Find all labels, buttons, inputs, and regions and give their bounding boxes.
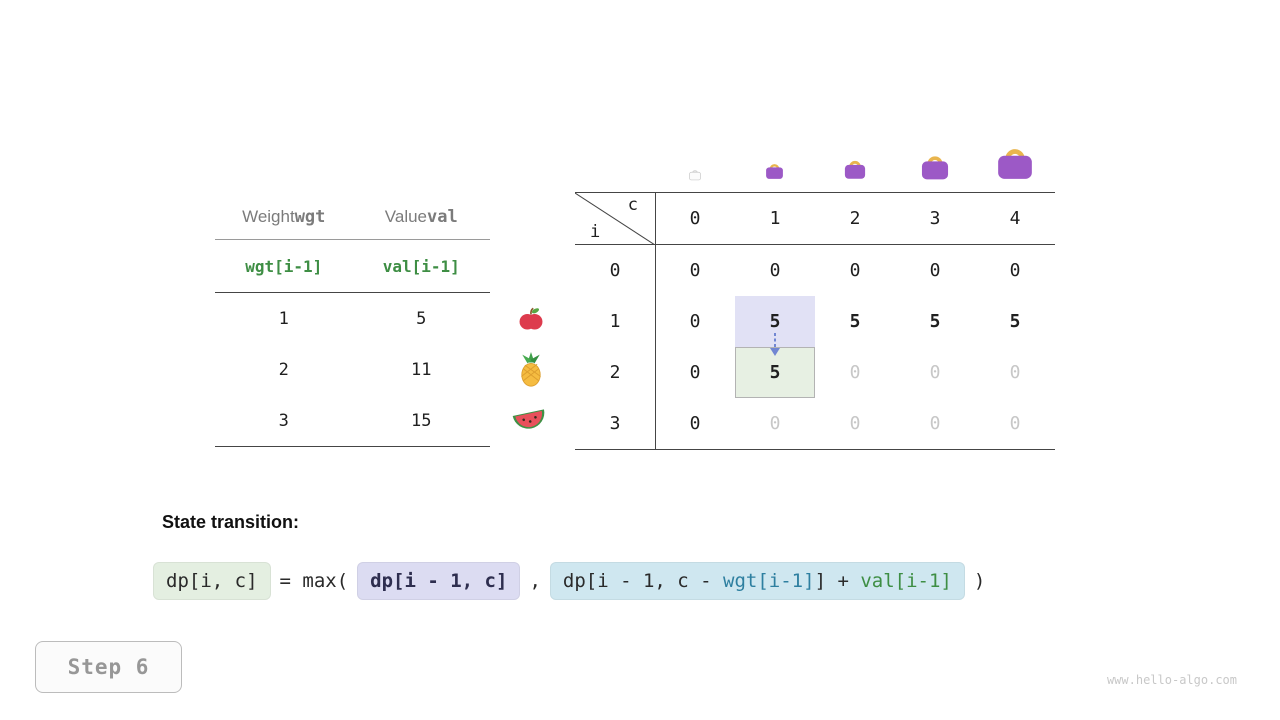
value-label: Value [384, 207, 427, 226]
val-index-expression: val[i-1] [382, 256, 460, 276]
formula-include-mid: ] + [814, 570, 861, 592]
dp-cell: 0 [689, 260, 701, 281]
dp-cell: 0 [769, 413, 781, 434]
column-axis-label: c [627, 195, 638, 215]
item-3-value: 15 [411, 410, 432, 431]
value-column-header: Value val [353, 195, 491, 239]
bag-icon-1 [764, 160, 785, 180]
corner-diagonal-line [575, 193, 655, 245]
state-transition-heading: State transition: [162, 512, 300, 532]
dp-cell: 5 [1009, 311, 1021, 332]
dp-table-divider-line [655, 193, 656, 449]
dp-cell: 0 [849, 413, 861, 434]
dp-cell: 0 [689, 362, 701, 383]
dp-cell: 0 [1009, 413, 1021, 434]
dp-cell: 0 [1009, 362, 1021, 383]
watermark: www.hello-algo.com [1106, 673, 1237, 687]
weight-label: Weight [242, 207, 295, 226]
dp-cell: 0 [769, 260, 781, 281]
state-transition-formula: dp[i, c] = max( dp[i - 1, c] , dp[i - 1,… [153, 560, 994, 602]
item-row-3: 3 15 [215, 395, 490, 446]
items-table: Weight wgt Value val wgt[i-1] val[i-1] 1… [215, 195, 490, 447]
item-row-2: 2 11 [215, 344, 490, 395]
formula-equals-max: = max( [279, 570, 349, 592]
step-indicator: Step 6 [35, 641, 182, 693]
val-code-label: val [427, 207, 458, 227]
dp-cell: 0 [1009, 260, 1021, 281]
dp-row-header-0: 0 [609, 260, 621, 281]
pineapple-icon [517, 352, 545, 387]
apple-icon [518, 305, 544, 332]
item-2-weight: 2 [278, 359, 289, 380]
dp-cell: 0 [929, 413, 941, 434]
row-axis-label: i [590, 222, 601, 242]
formula-exclude-item-term: dp[i - 1, c] [357, 562, 521, 600]
item-1-value: 5 [416, 308, 427, 329]
dp-col-header-1: 1 [735, 193, 815, 245]
formula-wgt-term: wgt[i-1] [723, 570, 815, 592]
dp-row-header-3: 3 [609, 413, 621, 434]
dp-row-header-1: 1 [609, 311, 621, 332]
dp-row-header-2: 2 [609, 362, 621, 383]
dp-cell: 0 [849, 260, 861, 281]
items-table-index-row: wgt[i-1] val[i-1] [215, 240, 490, 293]
dp-cell: 0 [929, 260, 941, 281]
dp-table: c i 0 1 2 3 4 0 0 0 0 0 0 1 0 5 5 5 5 2 … [575, 192, 1055, 450]
formula-comma: , [529, 570, 541, 592]
wgt-index-expression: wgt[i-1] [245, 256, 323, 276]
empty-bag-icon [688, 167, 702, 181]
dp-col-header-0: 0 [655, 193, 735, 245]
item-row-1: 1 5 [215, 293, 490, 344]
wgt-code-label: wgt [294, 207, 326, 227]
formula-include-item-term: dp[i - 1, c - wgt[i-1]] + val[i-1] [549, 562, 965, 600]
dp-cell: 5 [929, 311, 941, 332]
weight-column-header: Weight wgt [215, 195, 353, 239]
bag-icon-3 [918, 150, 952, 181]
items-table-header-row: Weight wgt Value val [215, 195, 490, 240]
transition-arrow-icon [770, 333, 780, 356]
formula-val-term: val[i-1] [860, 570, 952, 592]
item-1-weight: 1 [278, 308, 289, 329]
step-label: Step 6 [67, 655, 150, 679]
formula-include-prefix: dp[i - 1, c - [562, 570, 724, 592]
bag-icon-4 [993, 141, 1037, 181]
dp-cell: 0 [689, 311, 701, 332]
dp-col-header-2: 2 [815, 193, 895, 245]
dp-cell: 0 [849, 362, 861, 383]
dp-cell: 0 [929, 362, 941, 383]
item-3-weight: 3 [278, 410, 289, 431]
dp-cell: 5 [849, 311, 861, 332]
dp-cell: 0 [689, 413, 701, 434]
dp-col-header-3: 3 [895, 193, 975, 245]
formula-close-paren: ) [973, 570, 986, 592]
item-2-value: 11 [411, 359, 432, 380]
dp-corner-cell: c i [575, 193, 655, 245]
bag-icon-2 [842, 156, 868, 180]
watermelon-icon [510, 405, 550, 437]
dp-col-header-4: 4 [975, 193, 1055, 245]
formula-dp-current-term: dp[i, c] [153, 562, 271, 600]
